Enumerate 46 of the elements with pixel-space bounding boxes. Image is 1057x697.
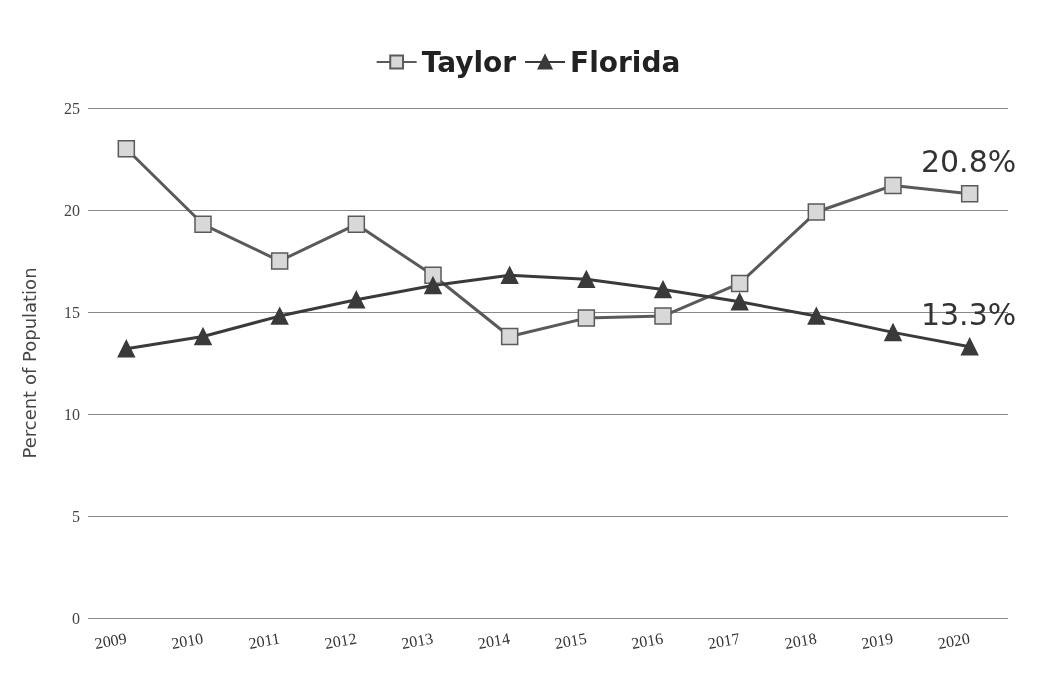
- point: [270, 252, 289, 270]
- point: [270, 307, 289, 325]
- point: [117, 339, 136, 358]
- point: [424, 266, 442, 285]
- point: [730, 293, 749, 311]
- x-tick-label: 2016: [630, 629, 665, 652]
- y-tick-label: 5: [72, 507, 80, 525]
- x-tick-label: 2011: [247, 629, 282, 652]
- x-tick-label: 2019: [860, 629, 895, 652]
- point: [960, 337, 979, 356]
- x-tick-label: 2020: [936, 629, 972, 652]
- point: [884, 323, 902, 342]
- x-tick-label: 2014: [476, 629, 512, 652]
- point: [807, 203, 826, 221]
- data-label: 20.8%: [920, 144, 1017, 180]
- legend-label: Taylor: [421, 45, 517, 79]
- point: [577, 309, 596, 327]
- point: [730, 274, 749, 293]
- x-tick-label: 2018: [783, 629, 818, 652]
- x-tick-label: 2015: [553, 629, 588, 652]
- point: [117, 140, 136, 158]
- x-tick-label: 2010: [170, 629, 205, 652]
- x-tick-label: 2013: [400, 629, 435, 652]
- point: [577, 270, 596, 289]
- x-tick-label: 2012: [323, 629, 358, 652]
- point: [347, 215, 366, 234]
- x-tick-label: 2009: [93, 629, 128, 652]
- point: [194, 327, 212, 346]
- y-tick-label: 15: [64, 303, 80, 321]
- point: [654, 307, 672, 325]
- point: [500, 327, 519, 346]
- point: [500, 266, 519, 285]
- x-tick-label: 2017: [706, 629, 742, 652]
- point: [194, 215, 212, 234]
- point: [960, 184, 979, 203]
- y-tick-label: 0: [72, 609, 80, 627]
- legend-label: Florida: [570, 45, 681, 79]
- point: [807, 307, 826, 325]
- point: [347, 291, 366, 309]
- point: [884, 176, 902, 195]
- y-tick-label: 10: [64, 405, 80, 423]
- point: [654, 280, 672, 299]
- point: [424, 276, 442, 295]
- y-tick-label: 25: [64, 99, 80, 117]
- y-axis-title: Percent of Population: [18, 267, 40, 459]
- y-tick-label: 20: [64, 201, 80, 219]
